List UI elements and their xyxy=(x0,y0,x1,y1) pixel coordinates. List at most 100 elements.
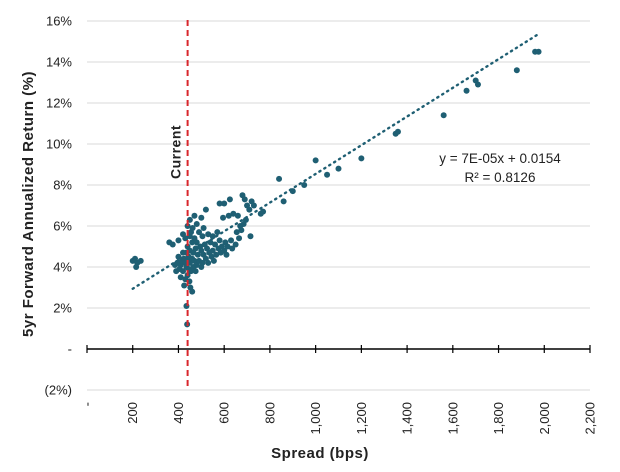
data-point xyxy=(175,253,182,260)
y-tick-label: 10% xyxy=(46,137,72,152)
data-point xyxy=(193,239,200,246)
x-tick-label: 800 xyxy=(262,402,277,424)
x-axis-ticks: - 200 400 600 800 1,000 1,200 1,400 1,600 1,800 2,… xyxy=(80,402,598,435)
data-point xyxy=(233,229,240,236)
data-point xyxy=(213,251,220,258)
data-point xyxy=(324,171,331,178)
scatter-points xyxy=(129,48,542,328)
gridlines xyxy=(87,20,590,391)
data-point xyxy=(223,251,230,258)
data-point xyxy=(133,264,140,270)
y-tick-label: 12% xyxy=(46,96,72,111)
data-point xyxy=(209,247,216,254)
data-point xyxy=(394,128,401,135)
data-point xyxy=(216,200,223,207)
data-point xyxy=(137,257,144,264)
data-point xyxy=(169,241,176,248)
data-point xyxy=(200,225,207,232)
x-tick-label: 200 xyxy=(125,402,140,424)
data-point xyxy=(289,188,296,195)
data-point xyxy=(225,212,232,219)
data-point xyxy=(221,200,228,207)
data-point xyxy=(463,87,470,94)
data-point xyxy=(194,251,201,258)
data-point xyxy=(246,206,253,213)
data-point xyxy=(230,210,237,217)
y-tick-label: 16% xyxy=(46,14,72,29)
data-point xyxy=(212,241,219,248)
y-tick-label: - xyxy=(68,342,72,357)
data-point xyxy=(192,245,199,252)
data-point xyxy=(229,245,236,252)
y-tick-label: 2% xyxy=(53,301,72,316)
data-point xyxy=(177,274,184,281)
data-point xyxy=(226,196,233,203)
x-tick-label: 1,000 xyxy=(308,402,323,435)
data-point xyxy=(181,282,188,289)
data-point xyxy=(199,259,206,266)
data-point xyxy=(214,229,221,236)
data-point xyxy=(535,48,542,55)
data-point xyxy=(247,233,254,240)
x-tick-label: 2,000 xyxy=(537,402,552,435)
data-point xyxy=(224,243,231,250)
x-tick-label: 1,200 xyxy=(354,402,369,435)
y-axis-title: 5yr Forward Annualized Return (%) xyxy=(20,71,37,337)
y-tick-label: 4% xyxy=(53,260,72,275)
data-point xyxy=(358,155,365,162)
data-point xyxy=(260,208,267,215)
y-tick-label: 6% xyxy=(53,219,72,234)
axes xyxy=(86,345,591,353)
data-point xyxy=(236,235,243,242)
x-tick-label: 1,800 xyxy=(491,402,506,435)
data-point xyxy=(234,212,241,219)
data-point xyxy=(198,214,205,221)
x-tick-label: 2,200 xyxy=(583,402,598,435)
data-point xyxy=(199,233,206,240)
data-point xyxy=(276,175,283,182)
trendline-r-squared: R² = 0.8126 xyxy=(465,170,536,185)
x-tick-label: 1,400 xyxy=(400,402,415,435)
data-point xyxy=(513,67,520,74)
data-point xyxy=(210,257,217,264)
data-point xyxy=(228,237,235,244)
data-point xyxy=(191,212,198,219)
data-point xyxy=(440,112,447,119)
x-tick-label: 400 xyxy=(171,402,186,424)
y-tick-label: 14% xyxy=(46,55,72,70)
x-axis-title: Spread (bps) xyxy=(271,445,369,462)
data-point xyxy=(209,233,216,240)
x-tick-label: - xyxy=(80,402,95,406)
data-point xyxy=(180,268,187,275)
data-point xyxy=(196,229,203,236)
trendline-equation: y = 7E-05x + 0.0154 xyxy=(439,151,561,166)
data-point xyxy=(193,220,200,227)
data-point xyxy=(250,202,257,209)
data-point xyxy=(301,182,308,188)
data-point xyxy=(216,237,223,244)
data-point xyxy=(232,241,239,248)
data-point xyxy=(474,81,481,88)
data-point xyxy=(189,225,196,232)
data-point xyxy=(312,157,319,164)
data-point xyxy=(241,196,248,203)
data-point xyxy=(192,268,199,275)
data-point xyxy=(205,259,212,266)
data-point xyxy=(205,231,212,238)
data-point xyxy=(280,198,287,205)
y-tick-label: 8% xyxy=(53,178,72,193)
data-point xyxy=(220,214,227,221)
data-point xyxy=(242,216,249,223)
data-point xyxy=(238,227,245,234)
data-point xyxy=(182,235,189,242)
reference-line-group: Current xyxy=(168,20,189,390)
data-point xyxy=(207,239,214,246)
data-point xyxy=(202,206,209,213)
x-tick-label: 1,600 xyxy=(445,402,460,435)
data-point xyxy=(335,165,342,172)
data-point xyxy=(175,237,182,244)
current-label: Current xyxy=(168,125,184,179)
y-tick-label: (2%) xyxy=(45,383,72,398)
data-point xyxy=(189,288,196,295)
